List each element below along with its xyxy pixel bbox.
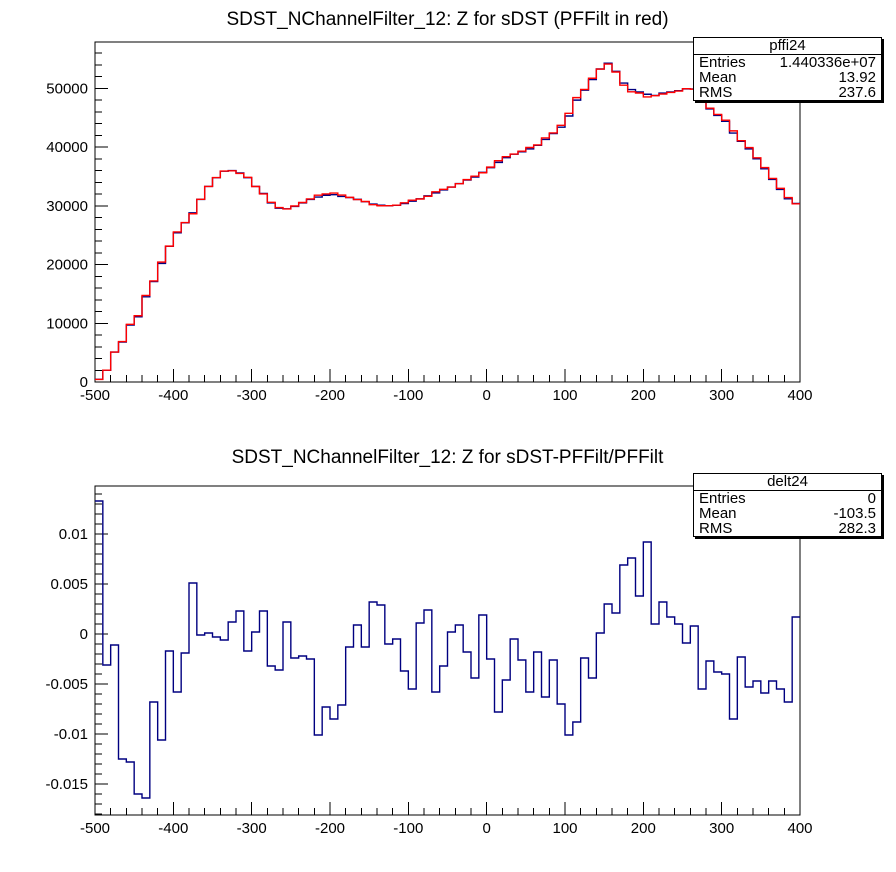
tick-labels: -500 -400 -300 -200 -100 0 100 200 300 400 0 10000 2…: [46, 80, 812, 404]
svg-text:-200: -200: [315, 820, 345, 837]
svg-text:-500: -500: [80, 387, 110, 404]
bottom-panel-title: SDST_NChannelFilter_12: Z for sDST-PFFil…: [231, 447, 664, 468]
svg-text:40000: 40000: [46, 139, 88, 156]
histogram-curve-sdst: [95, 62, 800, 381]
bottom-histogram-pad: SDST_NChannelFilter_12: Z for sDST-PFFil…: [0, 436, 896, 872]
svg-text:-100: -100: [393, 387, 423, 404]
stats-label: Entries: [699, 54, 746, 71]
stats-row-entries: Entries 0: [694, 491, 881, 506]
svg-text:300: 300: [709, 820, 734, 837]
stats-label: Entries: [699, 490, 746, 507]
histogram-curve--sdst-pffilt-pffilt: [95, 500, 800, 799]
histogram-curve-pffilt: [95, 63, 800, 381]
stats-label: Mean: [699, 505, 737, 522]
stats-value: -103.5: [833, 505, 876, 522]
svg-text:-200: -200: [315, 387, 345, 404]
stats-value: 0: [867, 490, 876, 507]
stats-row-rms: RMS 282.3: [694, 521, 881, 536]
svg-text:-300: -300: [237, 387, 267, 404]
svg-text:-300: -300: [237, 820, 267, 837]
svg-text:0: 0: [80, 626, 88, 643]
stats-box-title: pffi24: [694, 38, 881, 55]
bottom-stats-box: delt24 Entries 0 Mean -103.5 RMS 282.3: [693, 473, 882, 537]
top-histogram-pad: SDST_NChannelFilter_12: Z for sDST (PFFi…: [46, 9, 882, 404]
svg-text:300: 300: [709, 387, 734, 404]
stats-row-mean: Mean -103.5: [694, 506, 881, 521]
svg-text:200: 200: [631, 820, 656, 837]
svg-text:400: 400: [787, 387, 812, 404]
top-plot-area: -500 -400 -300 -200 -100 0 100 200 300 400 0 10000 2…: [46, 41, 813, 404]
svg-text:0: 0: [80, 374, 88, 391]
svg-text:20000: 20000: [46, 257, 88, 274]
svg-text:30000: 30000: [46, 198, 88, 215]
svg-text:-100: -100: [393, 820, 423, 837]
stats-label: RMS: [699, 84, 733, 101]
svg-text:50000: 50000: [46, 80, 88, 97]
axes-frame: [94, 485, 801, 816]
svg-text:0: 0: [483, 820, 491, 837]
stats-row-entries: Entries 1.440336e+07: [694, 55, 881, 70]
svg-text:-400: -400: [158, 387, 188, 404]
svg-text:0.005: 0.005: [50, 576, 88, 593]
axes-frame: [94, 41, 801, 383]
svg-text:200: 200: [631, 387, 656, 404]
svg-text:-0.015: -0.015: [45, 776, 88, 793]
bottom-plot-area: -500 -400 -300 -200 -100 0 100 200 300 400 -0.015 -…: [45, 485, 813, 837]
tick-labels: -500 -400 -300 -200 -100 0 100 200 300 400 -0.015 -…: [45, 526, 812, 837]
top-stats-box: pffi24 Entries 1.440336e+07 Mean 13.92 R…: [693, 37, 882, 101]
svg-text:400: 400: [787, 820, 812, 837]
stats-value: 237.6: [838, 84, 876, 101]
stats-row-mean: Mean 13.92: [694, 70, 881, 85]
svg-text:0.01: 0.01: [59, 526, 88, 543]
stats-label: Mean: [699, 69, 737, 86]
svg-text:-0.01: -0.01: [54, 726, 88, 743]
svg-text:100: 100: [552, 820, 577, 837]
stats-value: 13.92: [838, 69, 876, 86]
top-panel-title: SDST_NChannelFilter_12: Z for sDST (PFFi…: [226, 9, 669, 30]
stats-row-rms: RMS 237.6: [694, 85, 881, 100]
stats-label: RMS: [699, 520, 733, 537]
svg-text:-0.005: -0.005: [45, 676, 88, 693]
svg-text:10000: 10000: [46, 315, 88, 332]
stats-box-title: delt24: [694, 474, 881, 491]
stats-value: 1.440336e+07: [779, 54, 876, 71]
svg-text:100: 100: [552, 387, 577, 404]
svg-text:-500: -500: [80, 820, 110, 837]
svg-text:0: 0: [483, 387, 491, 404]
stats-value: 282.3: [838, 520, 876, 537]
svg-text:-400: -400: [158, 820, 188, 837]
